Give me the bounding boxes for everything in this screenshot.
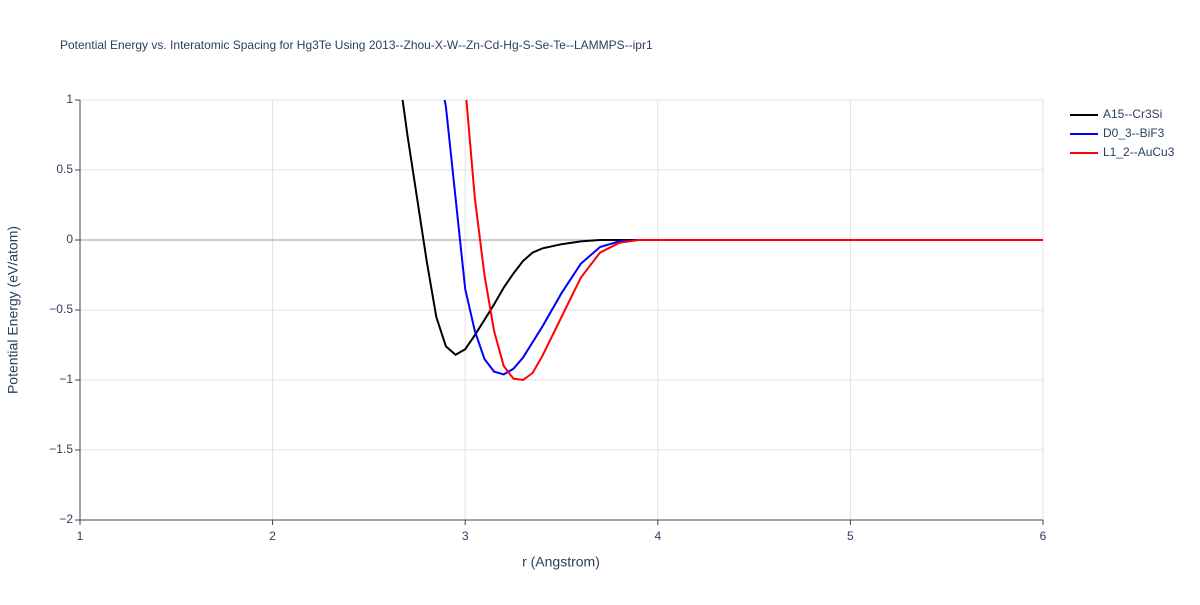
x-tick-label: 2 [269,529,276,543]
y-tick-label: 1 [66,92,73,106]
x-tick-label: 5 [847,529,854,543]
legend-label: A15--Cr3Si [1103,107,1162,121]
y-tick-label: −1.5 [49,442,73,456]
line-series [465,100,1043,382]
y-axis-label: Potential Energy (eV/atom) [5,226,21,394]
y-tick-label: −1 [59,372,73,386]
x-axis-label: r (Angstrom) [522,554,600,570]
legend-label: D0_3--BiF3 [1103,126,1165,140]
chart-title: Potential Energy vs. Interatomic Spacing… [60,38,653,52]
x-tick-label: 1 [77,529,84,543]
y-tick-label: 0.5 [56,162,73,176]
line-series [443,100,1043,376]
y-tick-label: −2 [59,512,73,526]
x-tick-label: 3 [462,529,469,543]
x-tick-label: 4 [654,529,661,543]
x-tick-label: 6 [1040,529,1047,543]
plot-area [401,100,1043,382]
line-series [401,100,1043,357]
y-tick-label: −0.5 [49,302,73,316]
legend-label: L1_2--AuCu3 [1103,145,1175,159]
y-tick-label: 0 [66,232,73,246]
